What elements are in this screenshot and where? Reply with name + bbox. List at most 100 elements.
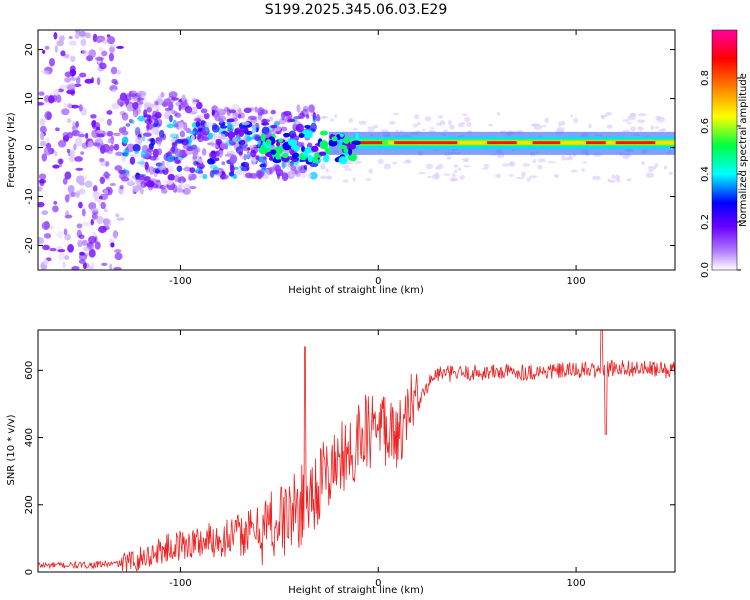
spectral-blob [174,159,181,164]
spectral-blob [289,169,294,178]
spectral-blob [198,158,204,164]
spectral-blob [49,247,57,252]
spectral-blob [121,112,129,121]
spectral-blob [116,45,124,49]
spectral-blob [316,113,320,122]
spectral-blob [354,160,363,164]
spectral-blob [80,151,85,155]
spectral-blob [54,150,58,157]
spectral-blob [250,117,258,124]
spectral-blob [76,25,85,29]
spectral-blob [137,97,145,101]
spectral-blob [90,207,99,212]
spectral-blob [637,126,644,132]
spectral-blob [338,156,348,165]
spectral-blob [76,229,82,238]
spectral-blob [201,148,207,156]
spectral-blob [247,147,251,151]
y-tick-label: 400 [24,428,35,447]
spectral-blob [443,129,448,133]
ridge-inner [388,140,675,145]
spectral-blob [367,129,375,132]
spectral-blob [88,202,97,210]
spectral-blob [92,191,100,199]
spectral-blob [50,225,55,230]
spectral-blob [348,148,353,156]
spectrogram-ylabel: Frequency (Hz) [6,112,17,188]
spectral-blob [62,261,66,269]
spectral-blob [502,163,510,167]
spectral-blob [581,168,586,172]
spectral-blob [77,133,86,138]
spectral-blob [178,122,184,131]
spectral-blob [323,154,330,163]
spectral-blob [81,208,86,217]
spectral-blob [56,94,62,104]
spectral-blob [114,165,123,171]
spectral-blob [190,134,195,141]
spectral-blob [182,144,189,150]
spectral-blob [169,133,179,139]
spectral-blob [630,126,637,132]
spectral-blob [388,120,396,125]
spectral-blob [53,200,58,205]
spectral-blob [64,214,73,219]
spectral-blob [79,251,85,256]
spectral-blob [255,135,260,142]
spectral-blob [269,116,274,122]
spectral-blob [426,176,433,179]
spectral-blob [193,160,199,166]
spectral-blob [324,147,332,155]
y-tick-label: 0 [24,144,35,150]
spectral-blob [542,125,547,128]
spectral-blob [553,173,559,179]
spectral-blob [132,185,140,193]
spectral-blob [600,114,606,120]
spectral-blob [132,98,139,102]
spectral-blob [412,123,418,128]
spectral-blob [355,132,360,140]
spectral-blob [219,142,229,150]
spectral-blob [101,143,111,153]
spectral-blob [569,114,574,118]
spectral-blob [78,72,87,78]
spectral-blob [41,70,50,74]
spectral-blob [448,119,452,126]
spectral-blob [241,121,250,126]
spectral-blob [243,107,252,114]
spectral-blob [103,189,109,195]
spectral-blob [100,157,106,167]
spectral-blob [75,167,84,171]
spectral-blob [247,115,257,120]
spectral-blob [109,144,114,152]
spectral-blob [189,130,196,135]
spectral-blob [74,156,83,162]
spectral-blob [318,151,327,156]
x-tick-label: 100 [567,276,586,287]
spectral-blob [121,136,129,144]
spectral-blob [197,134,202,140]
spectral-blob [339,144,348,150]
spectral-blob [78,259,86,264]
spectral-blob [110,242,115,248]
spectral-blob [156,148,163,156]
spectral-blob [663,165,668,170]
spectral-blob [150,137,156,146]
spectral-blob [197,170,204,174]
spectral-blob [64,194,70,203]
spectral-blob [113,143,120,151]
spectral-blob [211,105,219,114]
spectral-blob [256,170,263,180]
spectral-blob [329,118,334,122]
spectral-blob [228,171,235,177]
ridge-peak [532,141,561,145]
spectral-blob [135,179,141,186]
spectral-blob [144,161,149,171]
spectral-blob [104,160,110,167]
spectral-blob [95,129,104,134]
spectral-blob [464,116,471,122]
spectral-blob [270,124,278,129]
spectral-blob [435,166,440,170]
spectral-blob [537,164,543,170]
